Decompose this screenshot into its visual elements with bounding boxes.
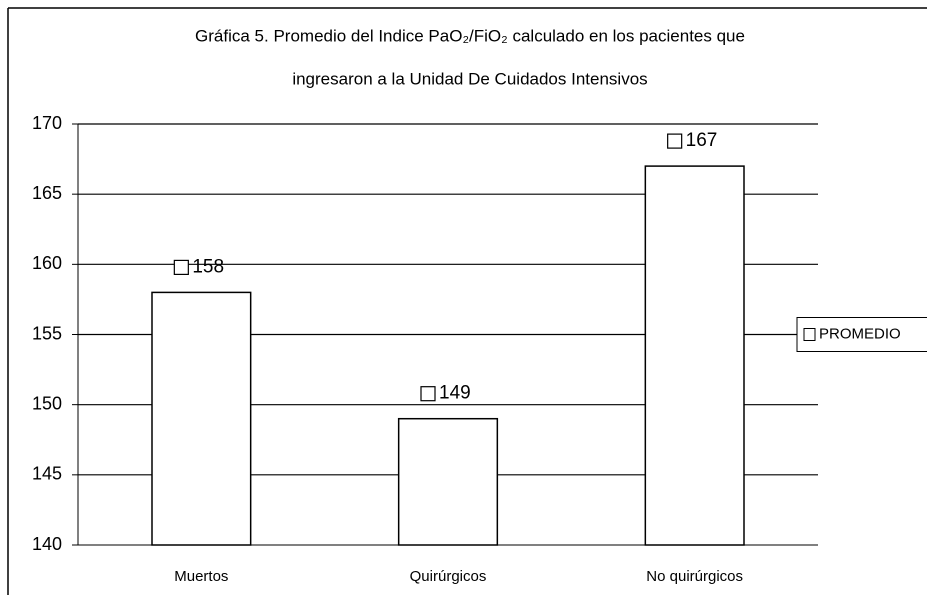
x-tick-label: No quirúrgicos: [646, 568, 743, 585]
chart-title: Gráfica 5. Promedio del Indice PaO₂/FiO₂…: [195, 26, 745, 45]
x-tick-label: Muertos: [174, 568, 228, 585]
x-tick-label: Quirúrgicos: [410, 568, 487, 585]
label-key: [420, 386, 436, 402]
y-tick-label: 160: [32, 253, 62, 273]
bar: [397, 417, 499, 546]
data-label: 149: [439, 383, 471, 404]
y-tick-label: 150: [32, 393, 62, 413]
y-tick-label: 145: [32, 464, 62, 484]
y-tick-label: 140: [32, 534, 62, 554]
legend-box: [796, 317, 927, 352]
y-tick-label: 170: [32, 113, 62, 133]
legend-label: PROMEDIO: [819, 325, 901, 342]
data-label: 167: [686, 130, 718, 151]
label-key: [667, 133, 683, 149]
data-label: 158: [192, 256, 224, 277]
legend-key: [803, 328, 816, 341]
bar: [151, 291, 252, 546]
chart-title: ingresaron a la Unidad De Cuidados Inten…: [292, 69, 647, 88]
y-tick-label: 155: [32, 323, 62, 343]
y-tick-label: 165: [32, 183, 62, 203]
bar: [644, 165, 745, 546]
label-key: [173, 259, 189, 275]
